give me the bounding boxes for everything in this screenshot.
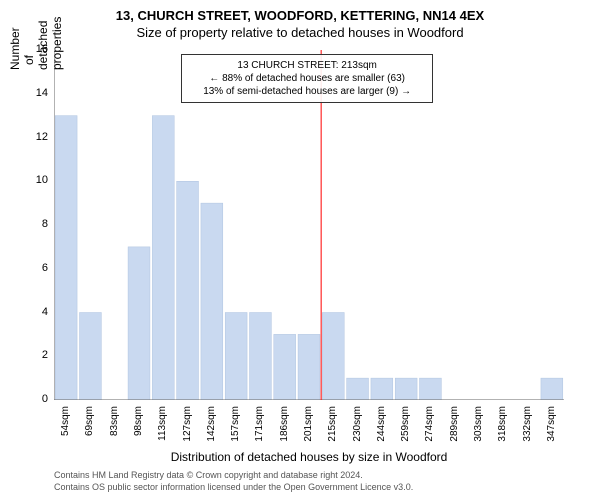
- x-tick-label: 289sqm: [449, 406, 460, 442]
- x-tick-label: 332sqm: [522, 406, 533, 442]
- annotation-line3: 13% of semi-detached houses are larger (…: [188, 85, 426, 98]
- histogram-bar: [80, 313, 102, 401]
- x-tick-label: 259sqm: [400, 406, 411, 442]
- histogram-bar: [371, 378, 393, 400]
- attribution-line2: Contains OS public sector information li…: [54, 482, 564, 494]
- x-tick-label: 171sqm: [254, 406, 265, 442]
- x-tick-label: 201sqm: [303, 406, 314, 442]
- marker-annotation: 13 CHURCH STREET: 213sqm ← 88% of detach…: [181, 54, 433, 103]
- chart-container: 13, CHURCH STREET, WOODFORD, KETTERING, …: [0, 0, 600, 500]
- chart-title-line2: Size of property relative to detached ho…: [0, 23, 600, 40]
- x-tick-label: 157sqm: [230, 406, 241, 442]
- x-tick-label: 83sqm: [109, 406, 120, 436]
- x-tick-label: 230sqm: [352, 406, 363, 442]
- x-tick-label: 215sqm: [327, 406, 338, 442]
- y-tick-label: 0: [24, 393, 48, 405]
- x-tick-label: 142sqm: [206, 406, 217, 442]
- histogram-bar: [177, 181, 199, 400]
- histogram-bar: [347, 378, 369, 400]
- y-tick-label: 12: [24, 131, 48, 143]
- y-tick-label: 14: [24, 87, 48, 99]
- attribution-text: Contains HM Land Registry data © Crown c…: [54, 470, 564, 493]
- histogram-bar: [298, 334, 320, 400]
- y-tick-label: 6: [24, 262, 48, 274]
- annotation-line1: 13 CHURCH STREET: 213sqm: [188, 59, 426, 72]
- x-tick-label: 54sqm: [60, 406, 71, 436]
- histogram-bar: [322, 313, 344, 401]
- y-tick-label: 2: [24, 349, 48, 361]
- histogram-bar: [395, 378, 417, 400]
- histogram-bar: [274, 334, 296, 400]
- x-tick-label: 69sqm: [84, 406, 95, 436]
- y-tick-label: 10: [24, 174, 48, 186]
- x-tick-label: 98sqm: [133, 406, 144, 436]
- annotation-line2: ← 88% of detached houses are smaller (63…: [188, 72, 426, 85]
- y-tick-label: 16: [24, 43, 48, 55]
- x-tick-label: 347sqm: [546, 406, 557, 442]
- x-axis-label: Distribution of detached houses by size …: [54, 450, 564, 464]
- x-tick-label: 303sqm: [473, 406, 484, 442]
- chart-plot-area: 13 CHURCH STREET: 213sqm ← 88% of detach…: [54, 50, 564, 400]
- histogram-bar: [128, 247, 150, 400]
- x-tick-label: 127sqm: [182, 406, 193, 442]
- y-tick-label: 8: [24, 218, 48, 230]
- y-tick-label: 4: [24, 306, 48, 318]
- x-tick-label: 318sqm: [497, 406, 508, 442]
- x-tick-label: 113sqm: [157, 406, 168, 441]
- histogram-bar: [420, 378, 442, 400]
- histogram-bar: [55, 116, 77, 400]
- chart-title-line1: 13, CHURCH STREET, WOODFORD, KETTERING, …: [0, 0, 600, 23]
- x-tick-label: 186sqm: [279, 406, 290, 442]
- histogram-bar: [152, 116, 174, 400]
- x-tick-label: 274sqm: [424, 406, 435, 442]
- attribution-line1: Contains HM Land Registry data © Crown c…: [54, 470, 564, 482]
- x-tick-label: 244sqm: [376, 406, 387, 442]
- histogram-bar: [541, 378, 563, 400]
- histogram-bar: [250, 313, 272, 401]
- histogram-bar: [201, 203, 223, 400]
- histogram-bar: [225, 313, 247, 401]
